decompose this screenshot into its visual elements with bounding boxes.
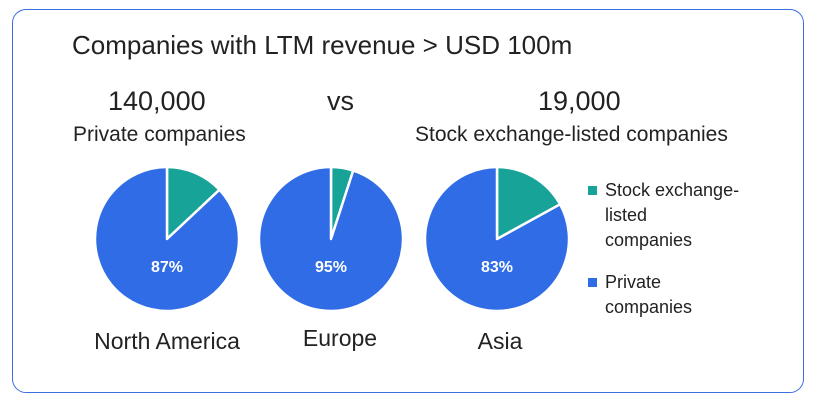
region-label-north-america: North America: [94, 328, 240, 354]
vs-text: vs: [327, 86, 354, 116]
legend-item-listed: Stock exchange- listed companies: [588, 178, 788, 253]
legend-swatch-private: [588, 278, 597, 287]
legend-label-listed-3: companies: [605, 230, 693, 250]
chart-card: [12, 9, 804, 393]
private-label: Private companies: [73, 123, 246, 146]
legend-label-listed-1: Stock exchange-: [605, 180, 740, 200]
legend-label-private-2: companies: [605, 297, 693, 317]
region-label-asia: Asia: [477, 328, 523, 354]
legend-swatch-listed: [588, 186, 597, 195]
listed-label: Stock exchange-listed companies: [415, 123, 728, 146]
listed-count: 19,000: [538, 86, 621, 116]
chart-title: Companies with LTM revenue > USD 100m: [72, 30, 573, 60]
legend-label-private-1: Private: [605, 272, 662, 292]
region-label-europe: Europe: [302, 325, 378, 351]
legend: Stock exchange- listed companies Private…: [588, 178, 788, 320]
legend-label-listed-2: listed: [605, 205, 648, 225]
legend-item-private: Private companies: [588, 270, 788, 320]
private-count: 140,000: [108, 86, 206, 116]
